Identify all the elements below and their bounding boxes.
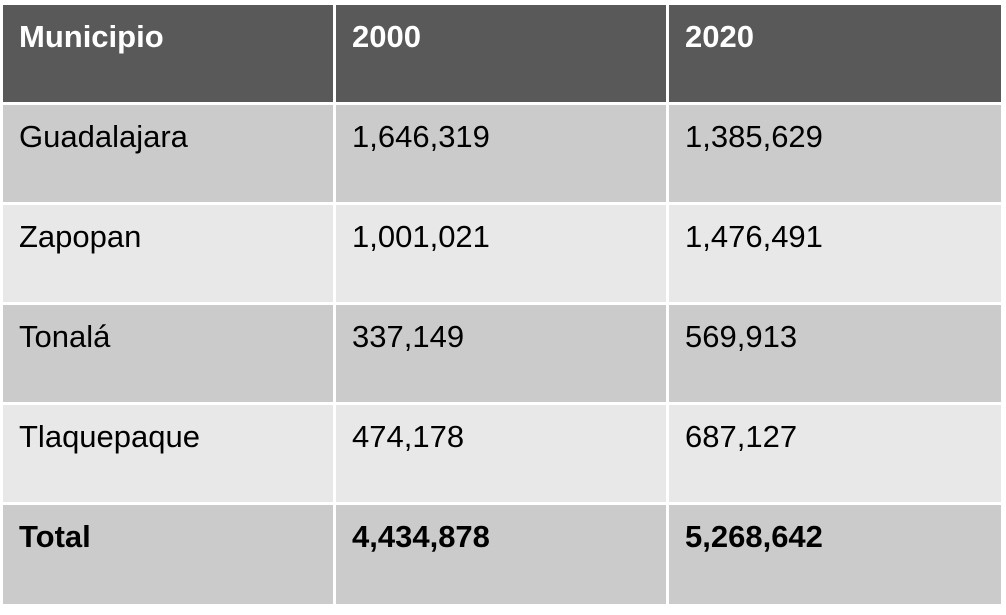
table-row: Zapopan 1,001,021 1,476,491 <box>3 205 1001 302</box>
header-2020: 2020 <box>669 5 1001 102</box>
table-row: Guadalajara 1,646,319 1,385,629 <box>3 105 1001 202</box>
table-row: Tlaquepaque 474,178 687,127 <box>3 405 1001 502</box>
header-2000: 2000 <box>336 5 666 102</box>
cell-municipio: Tlaquepaque <box>3 405 333 502</box>
cell-2020: 687,127 <box>669 405 1001 502</box>
cell-2000: 474,178 <box>336 405 666 502</box>
total-label: Total <box>3 505 333 604</box>
table-row: Tonalá 337,149 569,913 <box>3 305 1001 402</box>
cell-2020: 1,476,491 <box>669 205 1001 302</box>
cell-2020: 569,913 <box>669 305 1001 402</box>
cell-2000: 1,646,319 <box>336 105 666 202</box>
cell-municipio: Guadalajara <box>3 105 333 202</box>
total-2000: 4,434,878 <box>336 505 666 604</box>
cell-2020: 1,385,629 <box>669 105 1001 202</box>
cell-2000: 337,149 <box>336 305 666 402</box>
cell-municipio: Tonalá <box>3 305 333 402</box>
cell-municipio: Zapopan <box>3 205 333 302</box>
total-row: Total 4,434,878 5,268,642 <box>3 505 1001 604</box>
cell-2000: 1,001,021 <box>336 205 666 302</box>
header-municipio: Municipio <box>3 5 333 102</box>
header-row: Municipio 2000 2020 <box>3 5 1001 102</box>
total-2020: 5,268,642 <box>669 505 1001 604</box>
